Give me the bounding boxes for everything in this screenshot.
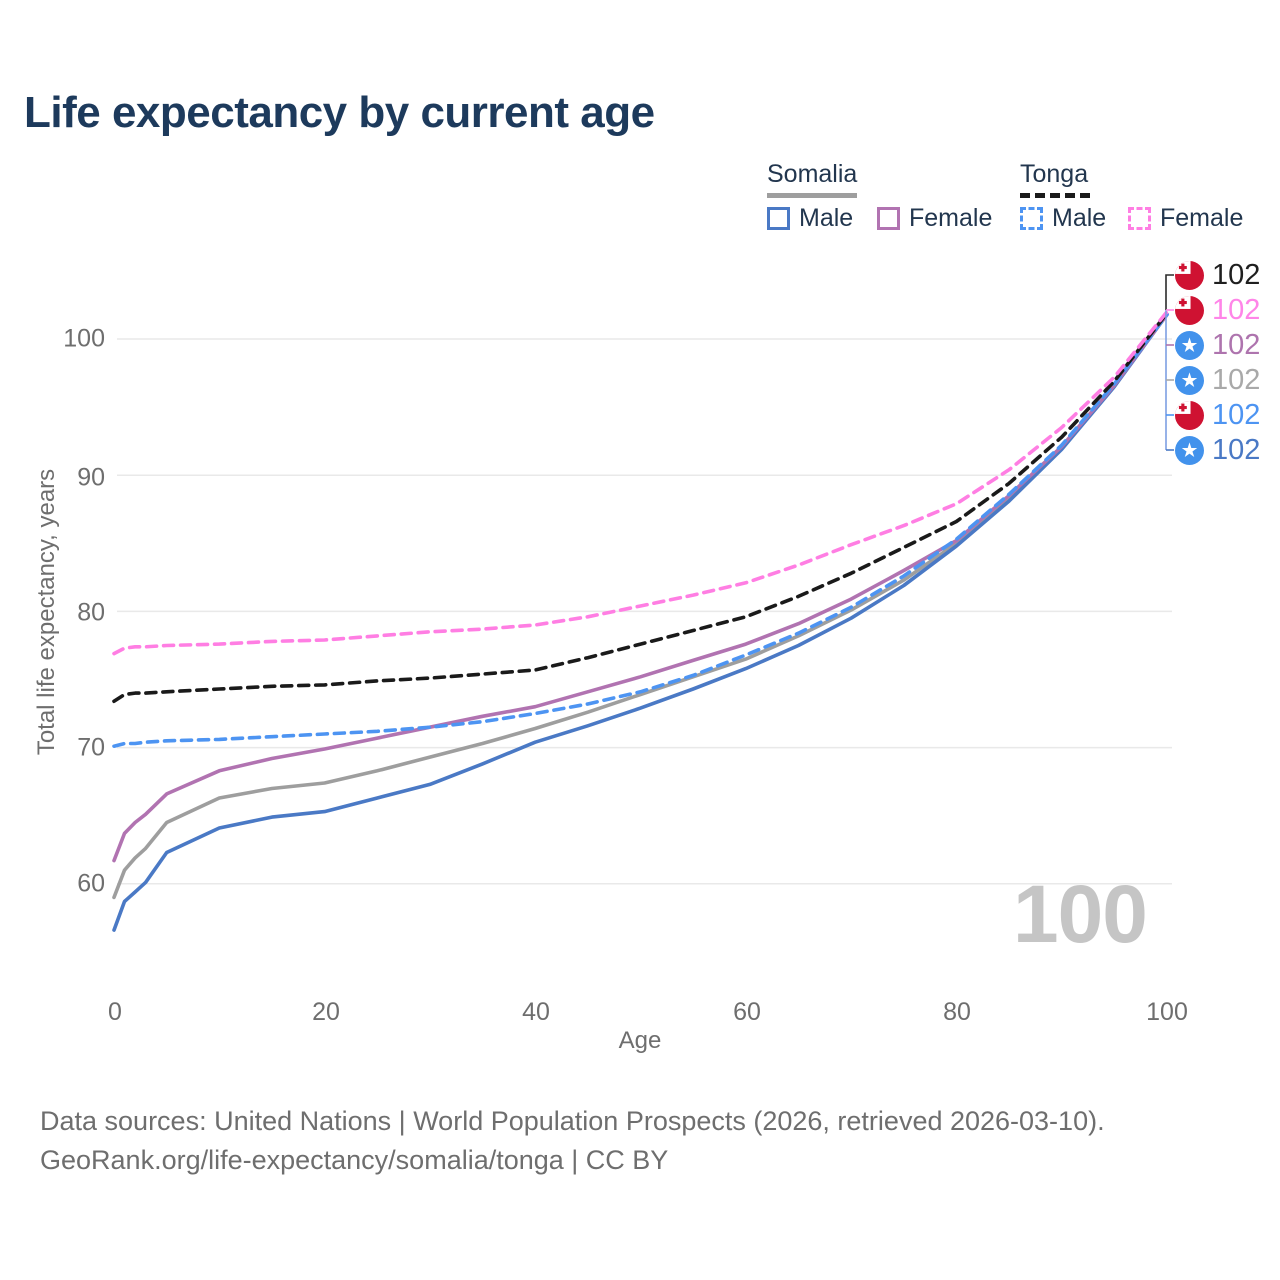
end-label-row: 102 bbox=[1175, 328, 1260, 362]
legend-group-somalia: Somalia bbox=[767, 160, 858, 188]
end-label-value: 102 bbox=[1212, 434, 1261, 466]
somalia-flag-icon bbox=[1175, 330, 1204, 360]
end-label-row: 102 bbox=[1175, 258, 1260, 292]
tonga-flag-icon bbox=[1175, 295, 1204, 325]
legend-label-tonga-male: Male bbox=[1052, 204, 1107, 232]
y-tick-100: 100 bbox=[63, 324, 105, 353]
series-line-somalia-both bbox=[112, 312, 1169, 900]
legend-label-tonga-female: Female bbox=[1160, 204, 1244, 232]
end-label-value: 102 bbox=[1212, 259, 1261, 291]
x-tick-0: 0 bbox=[108, 998, 122, 1026]
legend-label-somalia-male: Male bbox=[799, 204, 854, 232]
x-tick-40: 40 bbox=[522, 998, 550, 1026]
x-tick-80: 80 bbox=[943, 998, 971, 1026]
end-label-value: 102 bbox=[1212, 294, 1261, 326]
legend-swatch-tonga-female bbox=[1128, 207, 1151, 230]
end-label-row: 102 bbox=[1175, 398, 1260, 432]
series-line-somalia-female bbox=[112, 312, 1169, 863]
x-tick-100: 100 bbox=[1146, 998, 1188, 1026]
data-source-note: Data sources: United Nations | World Pop… bbox=[40, 1106, 1105, 1136]
legend-swatch-somalia-male bbox=[767, 207, 790, 230]
legend-tonga-line-sample bbox=[1020, 193, 1090, 198]
series-line-tonga-male bbox=[112, 312, 1169, 749]
x-axis-title: Age bbox=[618, 1027, 662, 1054]
y-tick-80: 80 bbox=[77, 598, 105, 627]
series-line-tonga-both bbox=[112, 311, 1169, 704]
somalia-flag-icon bbox=[1175, 365, 1204, 395]
y-tick-90: 90 bbox=[77, 463, 105, 492]
y-tick-60: 60 bbox=[77, 869, 105, 898]
tonga-flag-icon bbox=[1175, 400, 1204, 430]
end-label-value: 102 bbox=[1212, 399, 1261, 431]
end-label-row: 102 bbox=[1175, 293, 1260, 327]
end-label-row: 102 bbox=[1175, 363, 1260, 397]
end-label-row: 102 bbox=[1175, 433, 1260, 467]
tonga-flag-icon bbox=[1175, 260, 1204, 290]
page-title: Life expectancy by current age bbox=[24, 88, 655, 137]
legend-group-tonga: Tonga bbox=[1020, 160, 1089, 188]
label-connector-top bbox=[1165, 274, 1174, 310]
somalia-flag-icon bbox=[1175, 435, 1204, 465]
y-tick-70: 70 bbox=[77, 733, 105, 762]
end-label-value: 102 bbox=[1212, 329, 1261, 361]
series-line-tonga-female bbox=[112, 309, 1169, 656]
x-tick-60: 60 bbox=[733, 998, 761, 1026]
attribution-note: GeoRank.org/life-expectancy/somalia/tong… bbox=[40, 1145, 669, 1175]
series-line-somalia-male bbox=[112, 312, 1169, 932]
legend-swatch-tonga-male bbox=[1020, 207, 1043, 230]
end-label-value: 102 bbox=[1212, 364, 1261, 396]
legend-label-somalia-female: Female bbox=[909, 204, 993, 232]
legend-swatch-somalia-female bbox=[877, 207, 900, 230]
legend-somalia-line-sample bbox=[767, 193, 857, 198]
x-tick-20: 20 bbox=[312, 998, 340, 1026]
